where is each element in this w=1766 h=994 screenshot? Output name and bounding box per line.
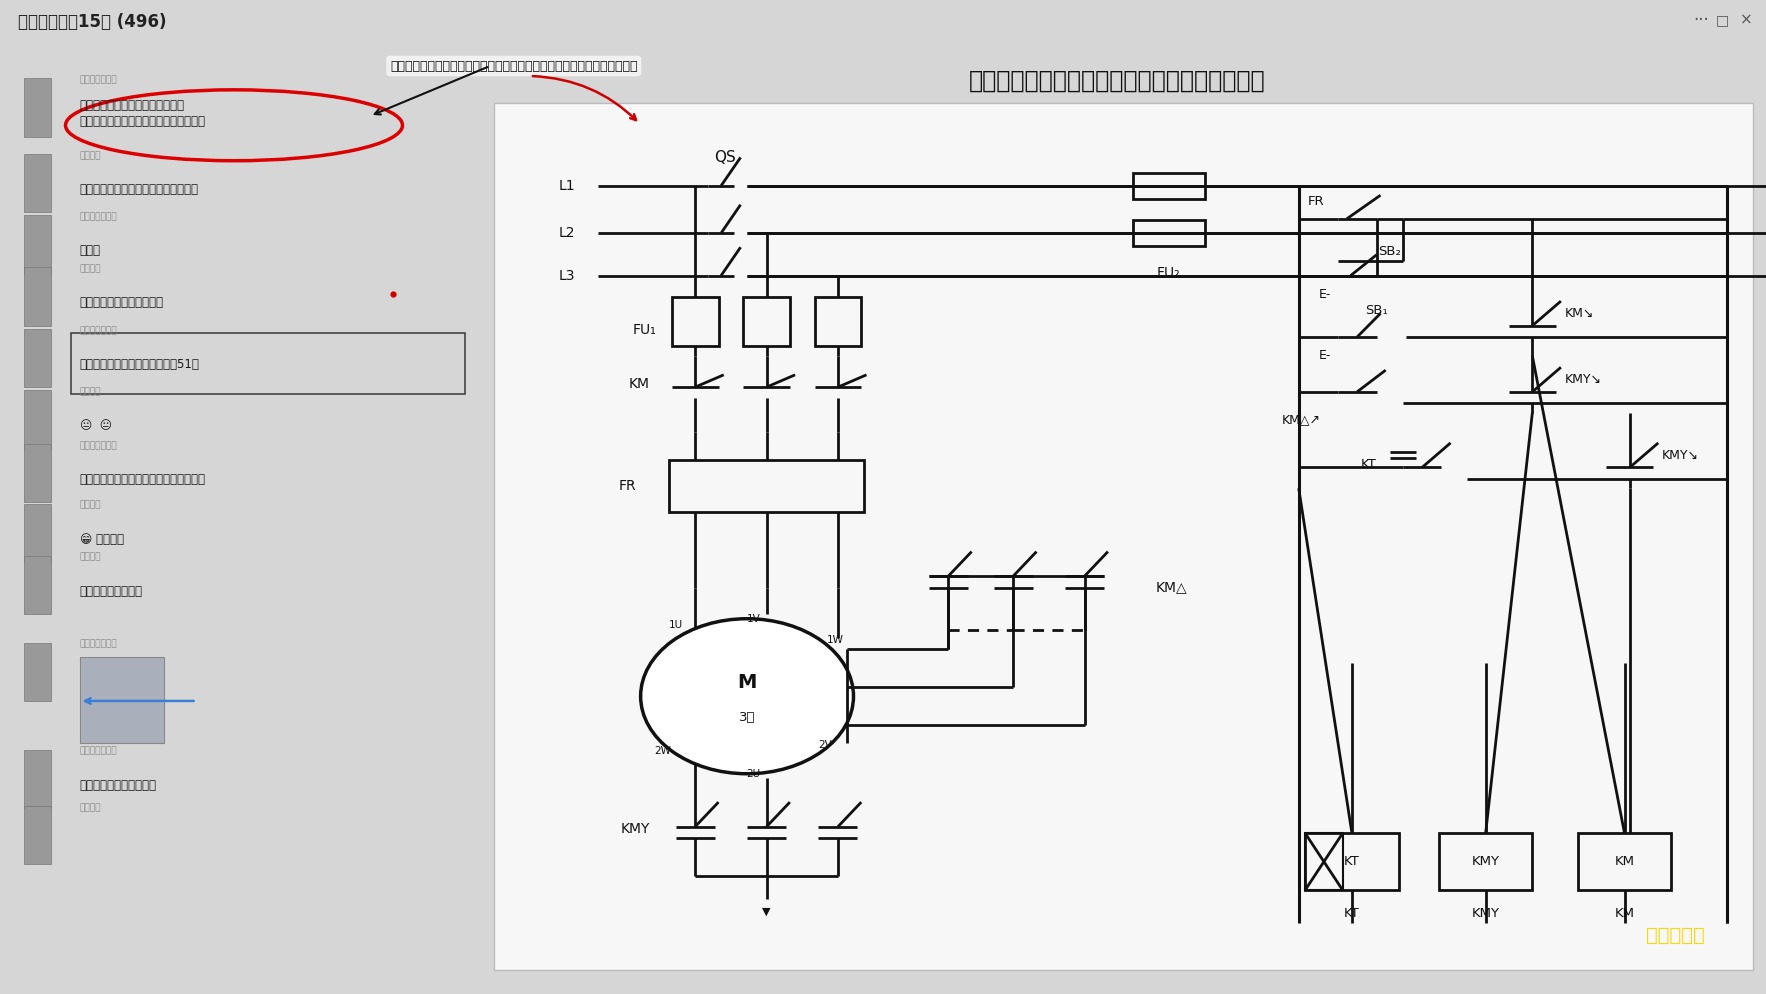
Text: FR: FR xyxy=(1309,196,1324,209)
Text: 电工交流群～15群 (496): 电工交流群～15群 (496) xyxy=(18,13,166,32)
Circle shape xyxy=(641,618,853,773)
Text: KMY↘: KMY↘ xyxy=(1565,373,1602,386)
Text: L3: L3 xyxy=(558,268,576,282)
Text: 一抹湛蓝: 一抹湛蓝 xyxy=(79,264,101,273)
Bar xyxy=(25,806,51,865)
Bar xyxy=(25,154,51,213)
Text: L2: L2 xyxy=(558,226,576,240)
Text: 😁 原来如此: 😁 原来如此 xyxy=(79,533,124,546)
Text: 3～: 3～ xyxy=(738,711,756,724)
Text: 就给的这个图（考试），三相异步
电动机星三角降压启动控制线路的安装。: 就给的这个图（考试），三相异步 电动机星三角降压启动控制线路的安装。 xyxy=(79,99,205,128)
Text: KM△: KM△ xyxy=(1157,580,1187,594)
Text: KM↘: KM↘ xyxy=(1565,307,1595,320)
Bar xyxy=(1132,173,1204,199)
Bar xyxy=(25,329,51,387)
Bar xyxy=(25,643,51,701)
Text: KM△↗: KM△↗ xyxy=(1282,414,1321,426)
Text: 背影先生: 背影先生 xyxy=(79,501,101,510)
Text: 越努力越幸运！: 越努力越幸运！ xyxy=(79,326,117,335)
Text: 2U: 2U xyxy=(747,768,761,778)
Text: FU₂: FU₂ xyxy=(1157,265,1181,279)
Text: 一抹湛蓝: 一抹湛蓝 xyxy=(79,388,101,397)
Bar xyxy=(25,267,51,326)
Text: KM: KM xyxy=(1614,855,1635,868)
Bar xyxy=(743,297,789,347)
Text: KMY: KMY xyxy=(1471,855,1499,868)
Text: KMY↘: KMY↘ xyxy=(1662,448,1699,461)
Text: KM: KM xyxy=(1614,908,1635,920)
Text: 三相异步电动机星三角降压启动控制线路原理图: 三相异步电动机星三角降压启动控制线路原理图 xyxy=(970,69,1264,92)
Text: 你的是什么手机，这像素不敢恭维了。: 你的是什么手机，这像素不敢恭维了。 xyxy=(79,183,198,196)
Text: 2W: 2W xyxy=(653,746,671,756)
Bar xyxy=(1439,833,1533,890)
Text: 你按照图接是绝对不会错的: 你按照图接是绝对不会错的 xyxy=(79,296,164,309)
Text: 1U: 1U xyxy=(669,620,683,630)
Bar xyxy=(25,444,51,502)
Text: 原理也没讲出来🥺，结果才考了51分: 原理也没讲出来🥺，结果才考了51分 xyxy=(79,358,200,371)
Bar xyxy=(1577,833,1671,890)
Text: 看图接，不给看手机啊！: 看图接，不给看手机啊！ xyxy=(79,778,157,791)
Text: KT: KT xyxy=(1344,908,1360,920)
Text: KMY: KMY xyxy=(1471,908,1499,920)
Bar xyxy=(25,749,51,808)
Text: □: □ xyxy=(1715,13,1729,27)
Text: KM: KM xyxy=(629,378,650,392)
Text: SB₂: SB₂ xyxy=(1377,246,1400,258)
Bar xyxy=(25,79,51,136)
Text: 越努力越幸运！: 越努力越幸运！ xyxy=(79,746,117,755)
Text: KT: KT xyxy=(1344,855,1360,868)
Text: M: M xyxy=(738,673,758,692)
Text: L1: L1 xyxy=(558,179,576,193)
Bar xyxy=(1305,833,1342,890)
Text: SB₁: SB₁ xyxy=(1365,304,1388,317)
Text: 考试时急急忙忙拍的，就怕监考老师看见: 考试时急急忙忙拍的，就怕监考老师看见 xyxy=(79,473,205,486)
Bar xyxy=(1132,220,1204,247)
Bar xyxy=(79,657,164,743)
Text: 1V: 1V xyxy=(747,613,761,623)
Bar xyxy=(1305,833,1399,890)
Text: KMY: KMY xyxy=(620,822,650,836)
Bar xyxy=(671,297,719,347)
Text: 😐  😐: 😐 😐 xyxy=(79,419,111,432)
Bar xyxy=(669,460,864,512)
Text: 1W: 1W xyxy=(826,634,844,644)
Text: 一抹湛蓝: 一抹湛蓝 xyxy=(79,803,101,812)
Text: E-: E- xyxy=(1319,350,1332,363)
Bar xyxy=(25,216,51,273)
Text: QS: QS xyxy=(713,150,736,165)
Text: 我是大佬哥: 我是大佬哥 xyxy=(1646,925,1704,945)
Text: 2V: 2V xyxy=(818,741,832,750)
Text: 背影先生: 背影先生 xyxy=(79,151,101,160)
Text: 太难了: 太难了 xyxy=(79,245,101,257)
Bar xyxy=(25,556,51,614)
Text: FR: FR xyxy=(620,479,638,493)
Text: 就给的这个图（考试），三相异步电动机星三角降压启动控制线路的安装。: 就给的这个图（考试），三相异步电动机星三角降压启动控制线路的安装。 xyxy=(390,60,638,73)
Bar xyxy=(25,504,51,562)
Text: ×: × xyxy=(1740,13,1754,28)
Bar xyxy=(25,391,51,448)
Text: 越努力越幸运！: 越努力越幸运！ xyxy=(79,640,117,649)
Text: 一抹湛蓝: 一抹湛蓝 xyxy=(79,553,101,562)
Text: 越努力越幸运！: 越努力越幸运！ xyxy=(79,76,117,84)
Bar xyxy=(814,297,862,347)
Text: KT: KT xyxy=(1362,458,1377,471)
Text: 越努力越幸运！: 越努力越幸运！ xyxy=(79,213,117,222)
Text: 让你不许看图接啊？: 让你不许看图接啊？ xyxy=(79,584,143,597)
Text: ▼: ▼ xyxy=(763,907,770,916)
Text: 越努力越幸运！: 越努力越幸运！ xyxy=(79,441,117,450)
Text: E-: E- xyxy=(1319,288,1332,301)
Text: ···: ··· xyxy=(1694,11,1708,29)
Text: FU₁: FU₁ xyxy=(632,323,657,337)
